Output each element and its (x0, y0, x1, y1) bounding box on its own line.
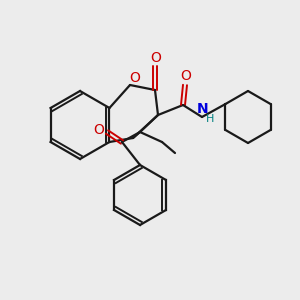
Text: O: O (94, 123, 104, 137)
Text: O: O (130, 71, 140, 85)
Text: H: H (206, 114, 214, 124)
Text: O: O (181, 69, 191, 83)
Text: N: N (197, 102, 209, 116)
Text: O: O (151, 51, 161, 65)
